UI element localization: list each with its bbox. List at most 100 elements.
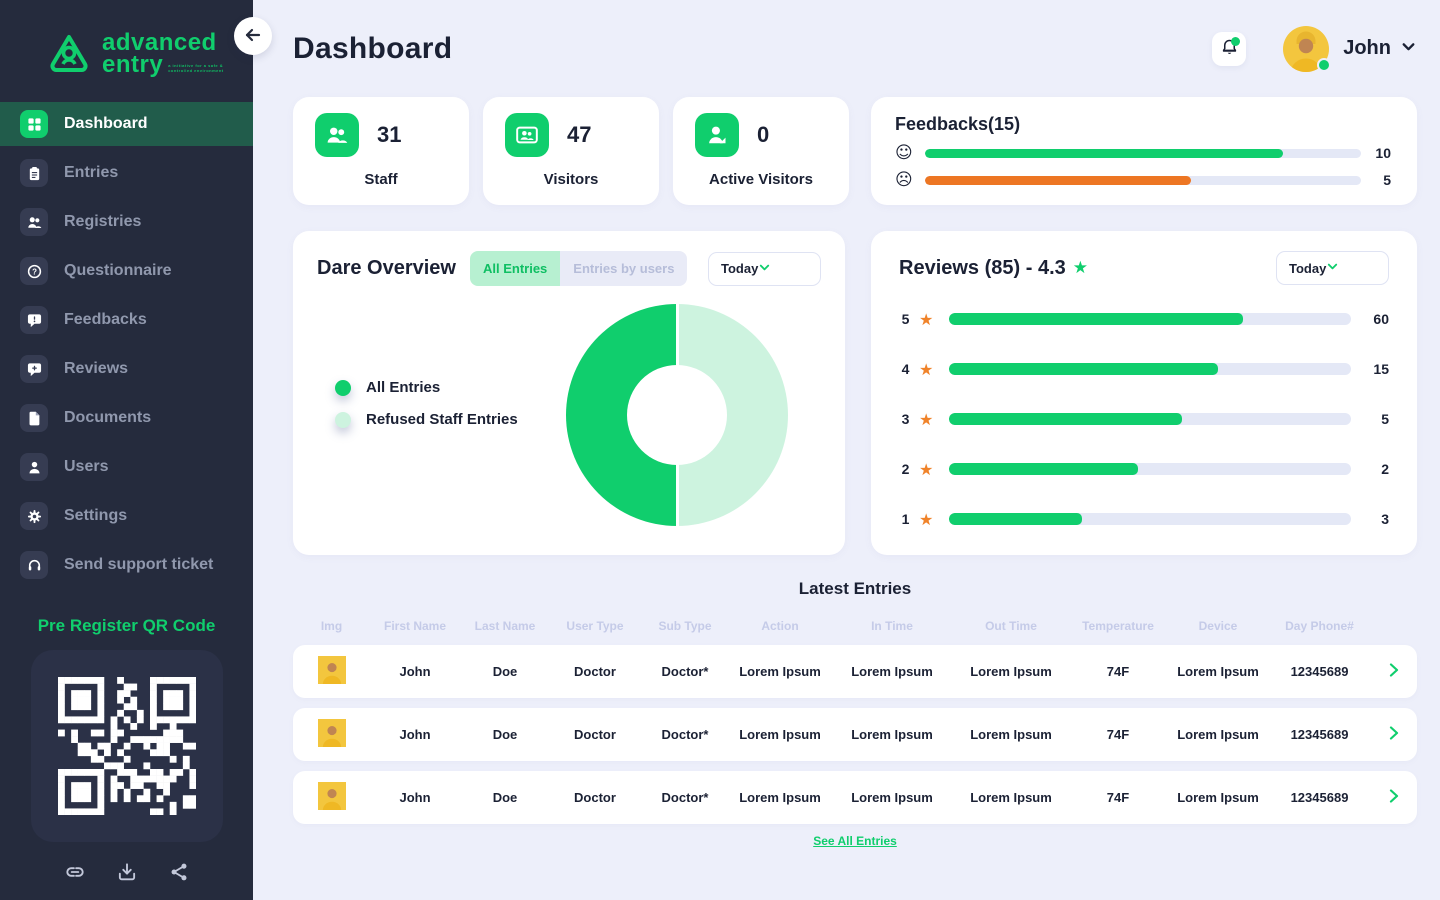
review-bar-fill [949,463,1139,475]
page-title: Dashboard [293,31,453,65]
sidebar-item-support[interactable]: Send support ticket [0,543,253,587]
review-count: 5 [1381,411,1389,427]
cell-day-phone: 12345689 [1290,790,1349,805]
stat-label: Visitors [543,171,599,188]
sidebar-item-reviews[interactable]: Reviews [0,347,253,391]
sidebar-item-label: Users [64,458,109,475]
staff-icon [315,113,359,157]
document-icon [20,404,48,432]
cell-user-type: Doctor [574,790,616,805]
copy-link-button[interactable] [62,859,88,888]
notifications-button[interactable] [1212,31,1247,66]
table-row[interactable]: John Doe Doctor Doctor* Lorem Ipsum Lore… [293,708,1417,761]
sidebar-item-label: Registries [64,213,142,230]
visitors-icon [505,113,549,157]
sidebar-collapse-button[interactable] [234,17,272,55]
user-menu[interactable]: John [1343,37,1417,60]
column-header-out-time: Out Time [985,619,1037,633]
page-header: Dashboard [293,0,1417,97]
qr-code [30,650,223,842]
row-avatar [317,656,346,687]
chevron-down-icon [758,261,771,277]
sidebar-item-label: Settings [64,507,128,524]
review-count: 2 [1381,461,1389,477]
brand-tagline: a initiative for a safe & controlled env… [168,63,224,73]
column-header-last-name: Last Name [474,619,536,633]
cell-in-time: Lorem Ipsum [851,790,933,805]
feedback-bar-fill [925,148,1283,158]
cell-sub-type: Doctor* [661,790,709,805]
period-value: Today [1289,260,1327,276]
qr-actions [0,859,253,888]
table-row[interactable]: John Doe Doctor Doctor* Lorem Ipsum Lore… [293,645,1417,698]
cell-last-name: Doe [492,664,518,679]
overview-period-select[interactable]: Today [708,251,821,286]
cell-sub-type: Doctor* [661,727,709,742]
cell-user-type: Doctor [574,727,616,742]
tab-all-entries[interactable]: All Entries [469,251,561,286]
main-content: Dashboard [253,0,1440,900]
user-icon [20,453,48,481]
cell-temperature: 74F [1106,664,1130,679]
legend-item: Refused Staff Entries [335,411,518,428]
reviews-card: Reviews (85) - 4.3 ★ Today 5 ★ 60 4 [871,231,1417,555]
arrow-left-icon [243,25,263,48]
cell-action: Lorem Ipsum [739,790,821,805]
review-bar-track [949,513,1351,525]
happy-face-icon: ☺ [895,143,913,163]
sidebar-item-feedbacks[interactable]: Feedbacks [0,298,253,342]
cell-device: Lorem Ipsum [1177,727,1259,742]
cell-day-phone: 12345689 [1290,664,1349,679]
star-icon: ★ [919,409,934,429]
review-bar-fill [949,413,1183,425]
cell-action: Lorem Ipsum [739,727,821,742]
cell-first-name: John [399,664,431,679]
share-icon [168,863,190,886]
chevron-right-icon [1388,788,1400,807]
tab-entries-by-users[interactable]: Entries by users [560,251,688,286]
feedback-row-negative: ☹ 5 [895,170,1391,190]
cell-in-time: Lorem Ipsum [851,664,933,679]
legend-label: Refused Staff Entries [366,411,518,428]
review-bar-fill [949,513,1082,525]
sidebar-item-questionnaire[interactable]: ? Questionnaire [0,249,253,293]
sidebar-item-entries[interactable]: Entries [0,151,253,195]
latest-entries-title: Latest Entries [798,579,912,598]
overview-title: Dare Overview [317,257,456,279]
review-count: 3 [1381,511,1389,527]
svg-text:?: ? [32,267,37,276]
column-header-first-name: First Name [383,619,447,633]
stat-card-active-visitors: 0 Active Visitors [673,97,849,205]
share-button[interactable] [166,859,192,888]
sidebar-item-label: Questionnaire [64,262,172,279]
user-avatar[interactable] [1283,25,1332,72]
see-all-entries-link[interactable]: See All Entries [813,834,897,848]
latest-entries-section: Latest Entries Img First Name Last Name … [293,579,1417,848]
chevron-down-icon [1400,38,1417,60]
sidebar: advanced entry a initiative for a safe &… [0,0,272,900]
review-count: 60 [1373,311,1389,327]
row-detail-button[interactable] [1371,662,1417,681]
download-icon [116,863,138,886]
sidebar-item-users[interactable]: Users [0,445,253,489]
stat-value: 47 [567,122,592,147]
chevron-down-icon [1326,260,1339,276]
sidebar-item-label: Reviews [64,360,129,377]
reviews-bars: 5 ★ 60 4 ★ 15 3 ★ 5 2 [899,309,1389,529]
row-detail-button[interactable] [1371,725,1417,744]
stat-card-staff: 31 Staff [293,97,469,205]
link-icon [64,867,86,886]
sidebar-item-registries[interactable]: Registries [0,200,253,244]
cell-out-time: Lorem Ipsum [970,664,1052,679]
reviews-period-select[interactable]: Today [1276,251,1389,285]
sidebar-item-settings[interactable]: Settings [0,494,253,538]
cell-out-time: Lorem Ipsum [970,727,1052,742]
table-row[interactable]: John Doe Doctor Doctor* Lorem Ipsum Lore… [293,771,1417,824]
sidebar-item-label: Feedbacks [64,311,147,328]
download-button[interactable] [114,859,140,888]
headset-icon [20,551,48,579]
column-header-user-type: User Type [566,619,624,633]
sidebar-item-documents[interactable]: Documents [0,396,253,440]
row-detail-button[interactable] [1371,788,1417,807]
sidebar-item-dashboard[interactable]: Dashboard [0,102,253,146]
